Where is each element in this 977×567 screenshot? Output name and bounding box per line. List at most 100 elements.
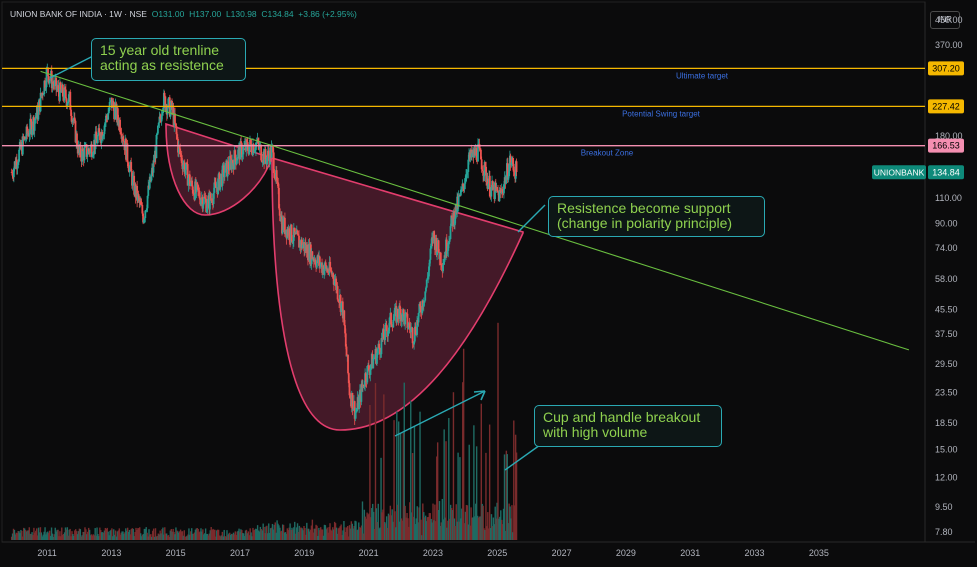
candle-body <box>94 131 97 150</box>
volume-bar <box>57 529 59 540</box>
candle-body <box>275 170 278 181</box>
candle-body <box>347 373 350 384</box>
candle-body <box>407 327 410 329</box>
candle-body <box>152 160 155 173</box>
candle-body <box>50 70 53 89</box>
candle-body <box>53 80 56 87</box>
volume-bar <box>268 532 271 540</box>
candle-body <box>315 260 318 268</box>
volume-bar <box>196 528 198 540</box>
volume-bar <box>106 527 108 540</box>
candle-body <box>344 325 346 334</box>
volume-bar <box>37 527 40 540</box>
volume-bar <box>198 532 200 540</box>
volume-bar <box>244 530 247 540</box>
volume-bar <box>507 523 509 540</box>
volume-bar <box>229 532 231 540</box>
volume-bar <box>458 521 460 540</box>
volume-bar <box>175 527 177 540</box>
volume-bar <box>321 529 324 540</box>
volume-bar <box>173 531 175 540</box>
callout-polarity[interactable]: Resistence become support (change in pol… <box>548 196 765 237</box>
volume-bar <box>224 536 226 540</box>
volume-bar <box>128 529 131 540</box>
volume-bar <box>41 536 43 540</box>
candle-body <box>329 261 332 271</box>
volume-bar <box>113 534 116 540</box>
y-tick-6: 74.00 <box>935 243 958 253</box>
volume-bar <box>332 527 334 540</box>
price-tag-text-3: 134.84 <box>932 167 960 177</box>
candle-body <box>344 333 347 347</box>
level-lines: Ultimate target Potential Swing target Bre… <box>2 67 925 158</box>
volume-bar <box>384 522 386 540</box>
candle-body <box>142 220 145 223</box>
candle-body <box>11 172 14 176</box>
volume-bar <box>140 536 143 540</box>
callout-cup-handle[interactable]: Cup and handle breakout with high volume <box>534 405 722 447</box>
time-axis[interactable]: 2011 2013 2015 2017 2019 2021 2023 2025 2027 2029… <box>37 548 829 558</box>
candle-body <box>70 115 73 123</box>
callout-trendline[interactable]: 15 year old trenline acting as resistenc… <box>91 38 246 81</box>
volume-bar <box>419 411 421 540</box>
volume-bar <box>116 531 119 540</box>
volume-bar <box>26 530 29 540</box>
volume-bar <box>195 528 198 540</box>
volume-bar <box>305 534 307 540</box>
candle-body <box>239 141 242 160</box>
candle-body <box>465 174 467 182</box>
price-axis[interactable]: 450.00370.00300.00180.00110.0090.0074.00… <box>935 15 963 537</box>
volume-bar <box>277 523 279 540</box>
y-tick-0: 450.00 <box>935 15 963 25</box>
candle-body <box>340 303 343 313</box>
candle-body <box>278 187 280 209</box>
volume-bar <box>44 527 46 540</box>
volume-bar <box>407 518 409 540</box>
candle-body <box>511 158 514 164</box>
candle-body <box>428 259 431 267</box>
volume-bar <box>80 536 82 540</box>
currency-button[interactable]: INR <box>930 11 960 29</box>
volume-bar <box>147 536 149 540</box>
volume-bar <box>207 535 210 540</box>
candle-body <box>512 163 515 172</box>
volume-bar <box>171 531 173 540</box>
volume-bar <box>269 528 272 540</box>
candle-body <box>166 107 169 115</box>
candle-body <box>333 280 336 285</box>
candle-body <box>182 164 185 170</box>
volume-bar <box>377 503 379 540</box>
volume-bar <box>372 511 375 540</box>
volume-bar <box>323 524 326 540</box>
volume-bar <box>76 534 79 540</box>
ticker-tag-text: UNIONBANK <box>874 167 925 177</box>
resistance-trendline[interactable] <box>40 70 910 351</box>
candle-body <box>408 323 411 328</box>
volume-bar <box>49 535 52 540</box>
price-tag-2 <box>928 138 964 153</box>
y-tick-15: 9.50 <box>935 502 953 512</box>
candle-body <box>489 196 492 198</box>
volume-bar <box>209 530 211 540</box>
volume-bar <box>467 524 470 540</box>
price-tag-text-1: 227.42 <box>932 101 960 111</box>
volume-bar <box>168 536 171 540</box>
candle-body <box>288 228 291 241</box>
candle-body <box>99 132 101 141</box>
volume-bar <box>172 528 174 540</box>
symbol-line[interactable]: UNION BANK OF INDIA · 1W · NSE <box>10 9 147 19</box>
candle-body <box>390 312 392 325</box>
volume-bar <box>463 523 466 540</box>
volume-bar <box>430 518 432 540</box>
volume-bar <box>514 505 516 540</box>
volume-bar <box>409 502 411 540</box>
candle-body <box>69 91 72 110</box>
ticker-tag <box>872 165 926 180</box>
volume-bar <box>383 394 385 540</box>
volume-bar <box>226 530 228 540</box>
volume-bar <box>219 536 222 540</box>
candle-body <box>507 176 510 180</box>
volume-bar <box>152 528 155 540</box>
volume-bar <box>257 530 260 540</box>
